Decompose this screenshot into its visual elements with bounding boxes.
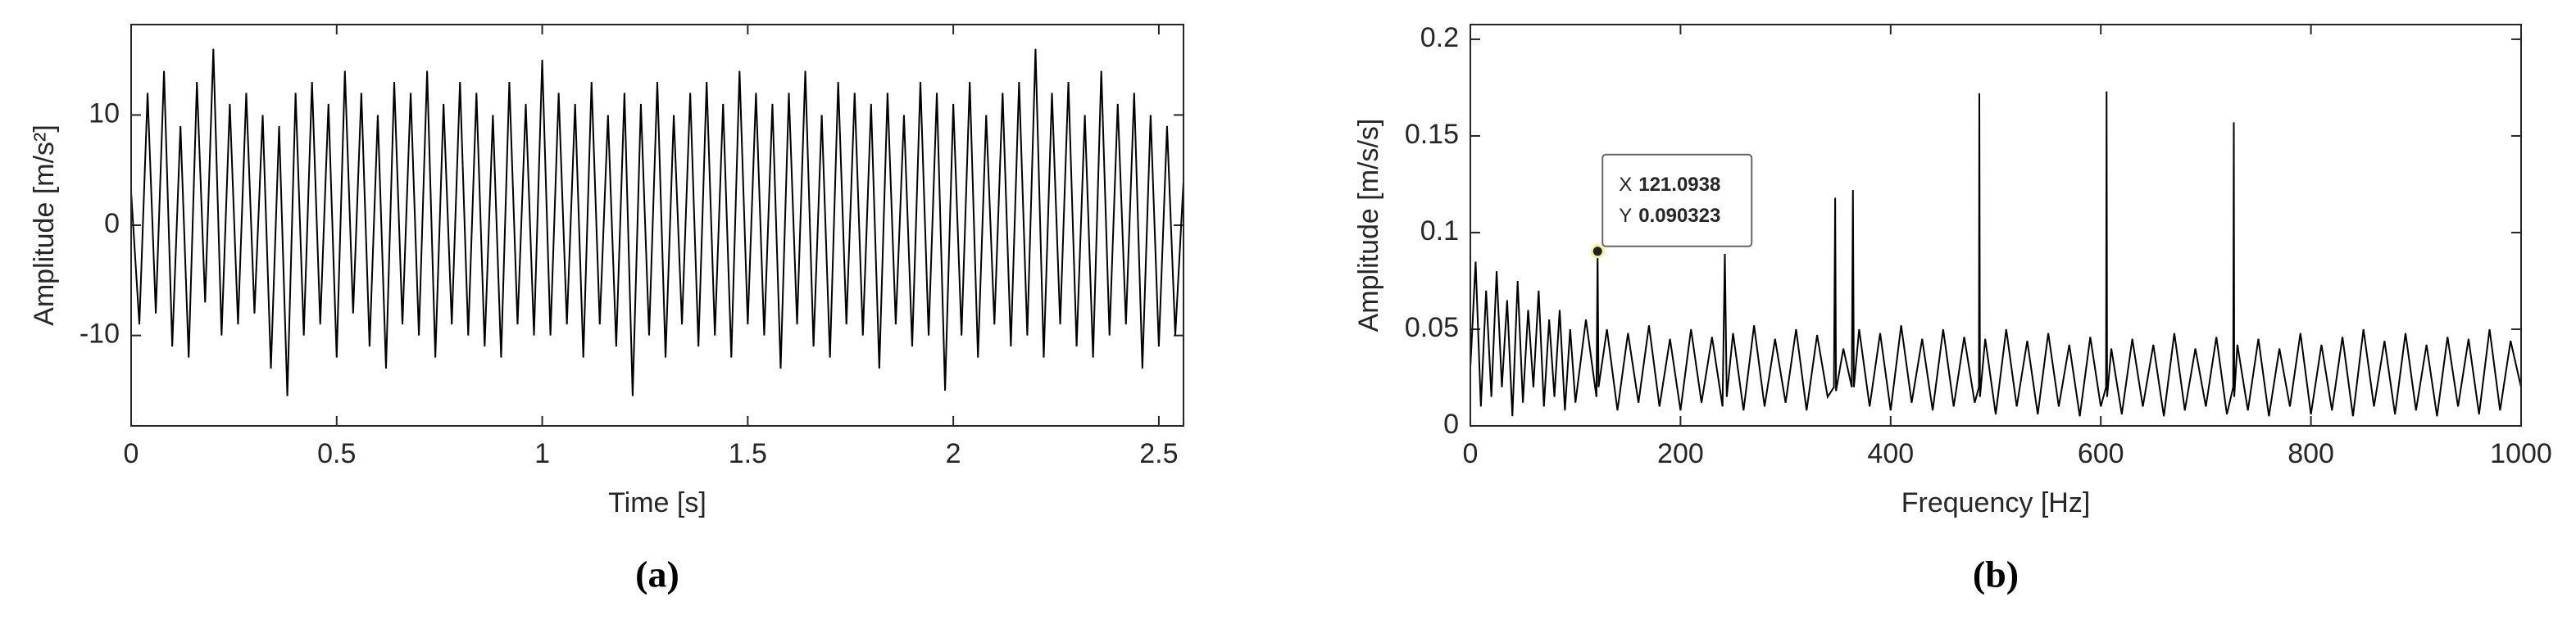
x-tick-label: 0.5 bbox=[317, 438, 356, 469]
datatip: X 121.0938 Y 0.090323 bbox=[1590, 153, 1753, 259]
y-tick-label: 0.1 bbox=[1420, 215, 1459, 247]
signal-line bbox=[130, 48, 1184, 396]
datatip-x-label: X bbox=[1619, 174, 1632, 196]
datatip-box bbox=[1601, 153, 1753, 247]
y-tick-label: 10 bbox=[89, 97, 120, 129]
axes-box bbox=[130, 24, 1184, 427]
x-axis-label: Frequency [Hz] bbox=[1901, 487, 2091, 518]
x-tick-label: 800 bbox=[2288, 438, 2334, 469]
x-tick-label: 2 bbox=[946, 438, 961, 469]
caption: (a) bbox=[635, 554, 679, 595]
x-tick-label: 0 bbox=[124, 438, 139, 469]
datatip-y-label: Y bbox=[1619, 205, 1632, 227]
y-tick-label: -10 bbox=[80, 319, 120, 350]
x-tick-label: 0 bbox=[1463, 438, 1479, 469]
x-tick-label: 200 bbox=[1657, 438, 1704, 469]
datatip-x-value: 121.0938 bbox=[1638, 174, 1720, 196]
y-axis-label: Amplitude [m/s²] bbox=[29, 124, 60, 326]
x-tick-label: 1.5 bbox=[729, 438, 767, 469]
signal-line bbox=[1470, 91, 2522, 417]
y-tick-label: 0 bbox=[104, 208, 120, 239]
y-tick-label: 0 bbox=[1443, 409, 1459, 440]
y-tick-label: 0.15 bbox=[1405, 119, 1459, 150]
x-tick-label: 600 bbox=[2078, 438, 2124, 469]
y-tick-label: 0.05 bbox=[1405, 312, 1459, 343]
x-tick-label: 2.5 bbox=[1139, 438, 1178, 469]
datatip-marker bbox=[1590, 244, 1605, 259]
caption: (b) bbox=[1973, 554, 2019, 595]
y-axis-label: Amplitude [m/s/s] bbox=[1353, 119, 1384, 333]
y-tick-label: 0.2 bbox=[1420, 22, 1459, 53]
axes-box bbox=[1470, 24, 2522, 427]
x-tick-label: 1000 bbox=[2490, 438, 2552, 469]
x-tick-label: 400 bbox=[1867, 438, 1914, 469]
datatip-y-value: 0.090323 bbox=[1638, 205, 1720, 227]
x-axis-label: Time [s] bbox=[608, 487, 706, 518]
x-tick-label: 1 bbox=[534, 438, 550, 469]
